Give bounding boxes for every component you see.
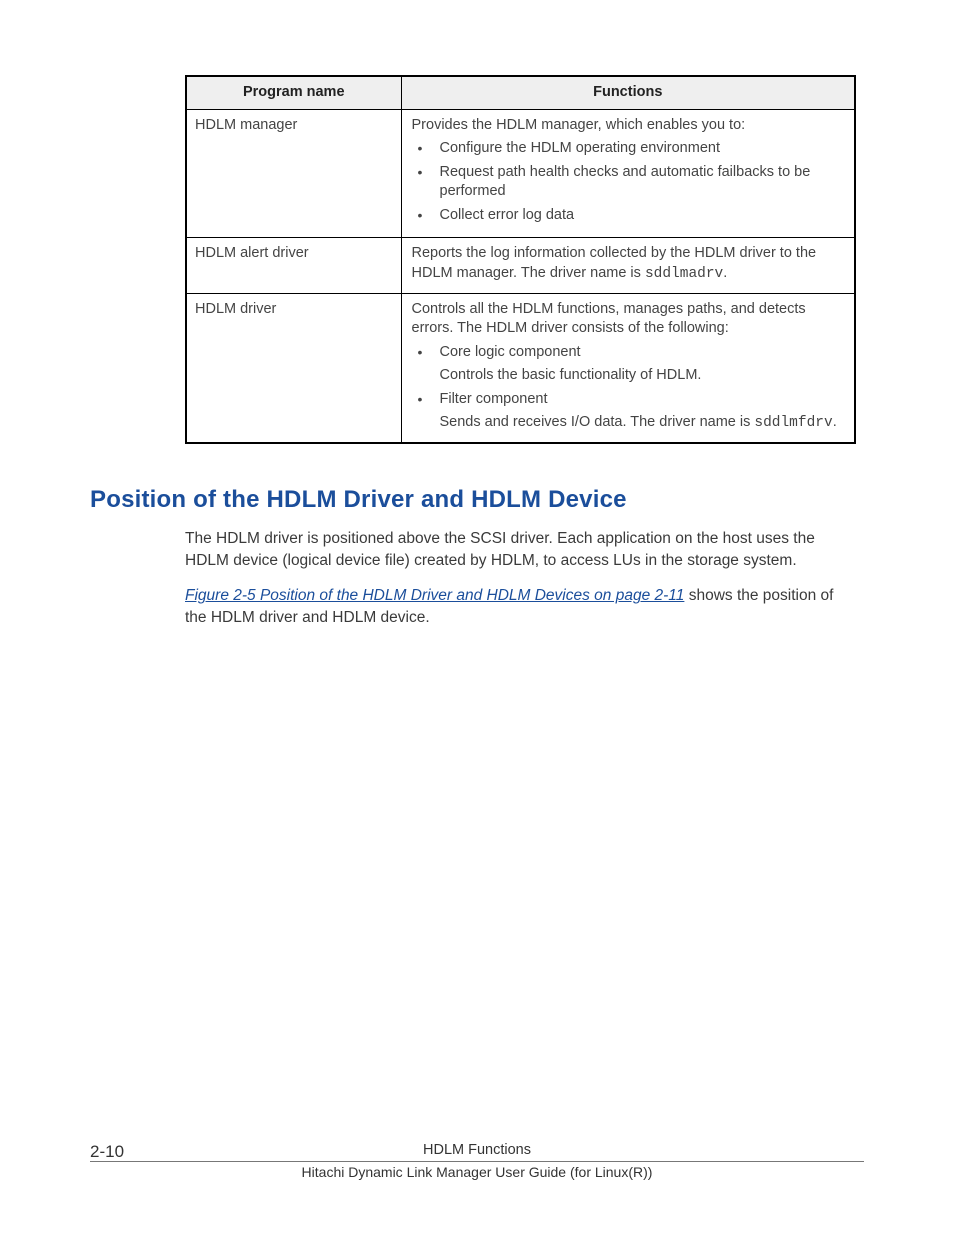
header-functions: Functions: [401, 76, 855, 109]
table-row: HDLM manager Provides the HDLM manager, …: [186, 109, 855, 238]
paragraph-2: Figure 2-5 Position of the HDLM Driver a…: [185, 585, 856, 628]
row3-bullet-1: Core logic component: [412, 343, 845, 363]
footer-section-title: HDLM Functions: [90, 1142, 864, 1158]
row1-bullet-1: Configure the HDLM operating environment: [412, 139, 845, 159]
row3-bullets: Core logic component: [412, 343, 845, 363]
row3-bullets-2: Filter component: [412, 390, 845, 410]
page-footer: 2-10 HDLM Functions Hitachi Dynamic Link…: [90, 1142, 864, 1180]
footer-doc-title: Hitachi Dynamic Link Manager User Guide …: [90, 1164, 864, 1180]
table-header-row: Program name Functions: [186, 76, 855, 109]
header-program-name: Program name: [186, 76, 401, 109]
footer-divider: [90, 1161, 864, 1162]
page-number: 2-10: [90, 1142, 124, 1162]
cell-program-name: HDLM alert driver: [186, 238, 401, 293]
row3-intro: Controls all the HDLM functions, manages…: [412, 300, 845, 339]
row2-code: sddlmadrv: [645, 266, 723, 282]
row1-bullets: Configure the HDLM operating environment…: [412, 139, 845, 225]
cell-program-name: HDLM manager: [186, 109, 401, 238]
row1-intro: Provides the HDLM manager, which enables…: [412, 116, 845, 136]
cell-functions: Controls all the HDLM functions, manages…: [401, 293, 855, 443]
cell-functions: Reports the log information collected by…: [401, 238, 855, 293]
table-row: HDLM alert driver Reports the log inform…: [186, 238, 855, 293]
paragraph-1: The HDLM driver is positioned above the …: [185, 528, 856, 571]
row2-text: Reports the log information collected by…: [412, 244, 845, 284]
row3-sub-2: Sends and receives I/O data. The driver …: [412, 413, 845, 434]
programs-table-wrap: Program name Functions HDLM manager Prov…: [185, 75, 856, 444]
cell-functions: Provides the HDLM manager, which enables…: [401, 109, 855, 238]
row3-code: sddlmfdrv: [754, 415, 832, 431]
table-row: HDLM driver Controls all the HDLM functi…: [186, 293, 855, 443]
figure-reference-link[interactable]: Figure 2-5 Position of the HDLM Driver a…: [185, 587, 684, 604]
row3-bullet-2: Filter component: [412, 390, 845, 410]
row1-bullet-3: Collect error log data: [412, 206, 845, 226]
section-heading: Position of the HDLM Driver and HDLM Dev…: [90, 486, 864, 514]
row1-bullet-2: Request path health checks and automatic…: [412, 163, 845, 202]
programs-table: Program name Functions HDLM manager Prov…: [185, 75, 856, 444]
row3-sub-1: Controls the basic functionality of HDLM…: [412, 366, 845, 386]
cell-program-name: HDLM driver: [186, 293, 401, 443]
